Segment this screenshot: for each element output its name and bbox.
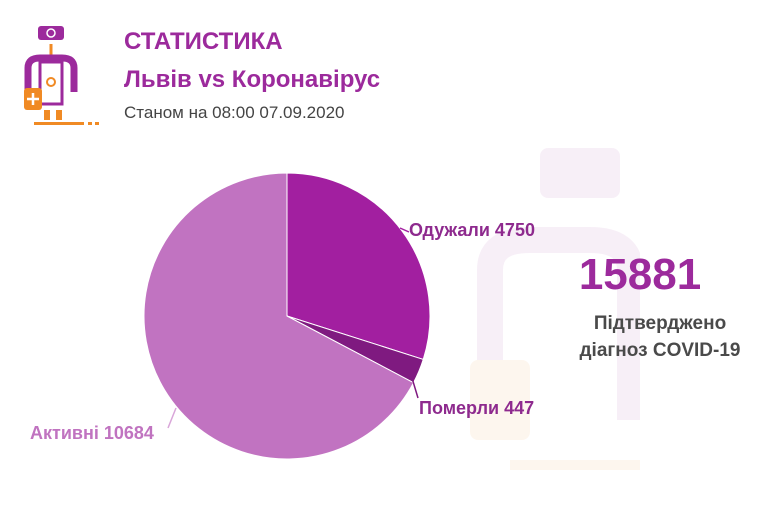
doctor-watermark-icon	[470, 148, 640, 470]
date-stamp: Станом на 08:00 07.09.2020	[124, 103, 345, 122]
page-title: СТАТИСТИКА	[124, 28, 283, 55]
slice-recovered	[286, 172, 431, 361]
caption-line-2: діагноз COVID-19	[579, 340, 741, 361]
page-subtitle: Львів vs Коронавірус	[124, 66, 381, 93]
leader-line	[167, 407, 177, 429]
label-active: Активні 10684	[30, 423, 154, 443]
label-deaths: Померли 447	[419, 398, 535, 418]
total-caption: Підтверджено діагноз COVID-19	[555, 310, 765, 364]
caption-line-1: Підтверджено	[593, 313, 727, 334]
total-confirmed: 15881	[578, 250, 702, 299]
label-recovered: Одужали 4750	[409, 220, 535, 240]
slice-active	[143, 172, 415, 460]
leader-line	[411, 377, 419, 399]
doctor-logo-icon	[24, 26, 99, 125]
leader-line	[399, 227, 410, 233]
